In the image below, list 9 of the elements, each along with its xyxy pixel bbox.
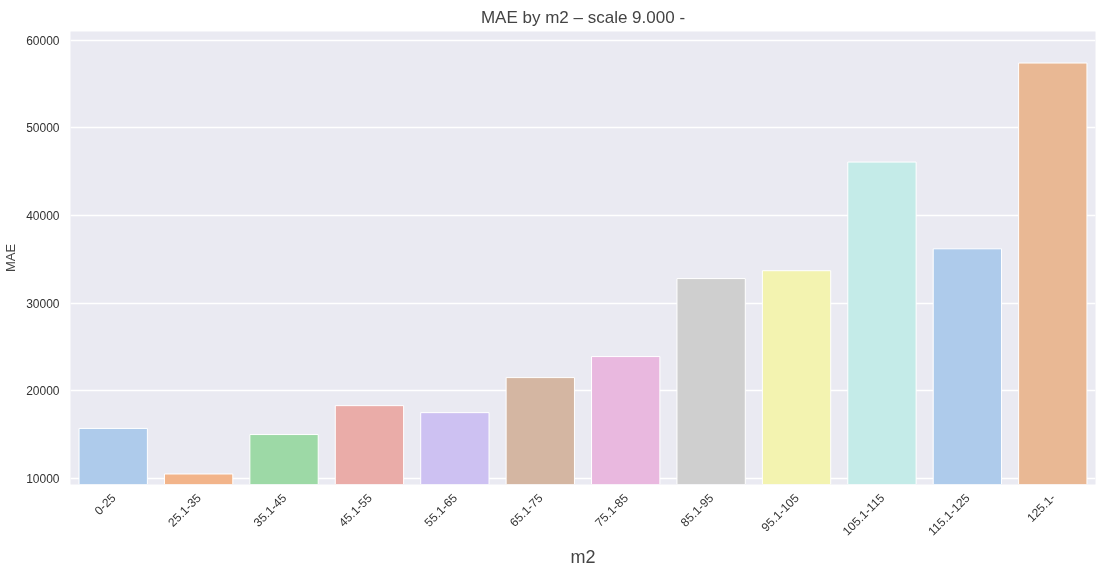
chart-title: MAE by m2 – scale 9.000 - (480, 7, 686, 27)
y-tick-label: 60000 (26, 33, 60, 48)
y-tick-label: 20000 (26, 384, 60, 399)
y-tick-label: 10000 (26, 471, 60, 486)
y-axis-title: MAE (3, 243, 19, 273)
y-tick-label: 30000 (26, 296, 60, 311)
x-axis-title: m2 (570, 547, 596, 568)
y-tick-label: 40000 (26, 209, 60, 223)
y-tick-label: 50000 (26, 121, 60, 136)
